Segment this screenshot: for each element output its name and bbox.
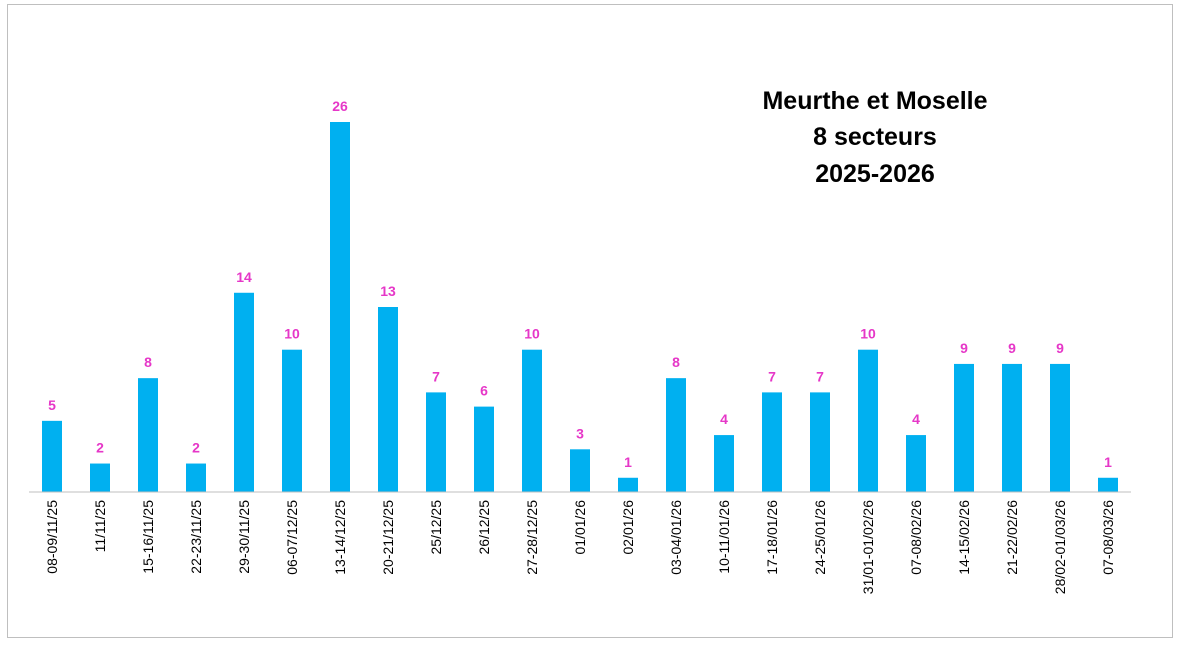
x-tick-label-7: 20-21/12/25	[380, 500, 396, 575]
value-label-0: 5	[48, 397, 56, 413]
bar-14	[714, 435, 734, 492]
bar-13	[666, 378, 686, 492]
x-tick-label-22: 07-08/03/26	[1100, 500, 1116, 575]
value-labels-group: 5 2 8 2 14 10 26 13 7 6 10 3 1 8 4 7 7 10 4 9 9 9 1	[48, 98, 1112, 470]
value-label-11: 3	[576, 425, 584, 441]
value-label-16: 7	[816, 368, 824, 384]
x-tick-label-8: 25/12/25	[428, 500, 444, 555]
bar-7	[378, 307, 398, 492]
bars-group	[42, 122, 1118, 492]
x-tick-label-18: 07-08/02/26	[908, 500, 924, 575]
bar-18	[906, 435, 926, 492]
value-label-6: 26	[332, 98, 348, 114]
bar-5	[282, 349, 302, 492]
bar-0	[42, 420, 62, 492]
x-tick-label-16: 24-25/01/26	[812, 500, 828, 575]
bar-17	[858, 349, 878, 492]
chart-title: Meurthe et Moselle 8 secteurs 2025-2026	[762, 87, 987, 188]
x-tick-labels-group: 08-09/11/25 11/11/25 15-16/11/25 22-23/11/2…	[44, 500, 1116, 594]
bar-20	[1002, 363, 1022, 492]
x-tick-label-6: 13-14/12/25	[332, 500, 348, 575]
value-label-2: 8	[144, 354, 152, 370]
x-tick-label-13: 03-04/01/26	[668, 500, 684, 575]
value-label-7: 13	[380, 283, 396, 299]
value-label-20: 9	[1008, 340, 1016, 356]
value-label-17: 10	[860, 326, 876, 342]
value-label-10: 10	[524, 326, 540, 342]
value-label-12: 1	[624, 454, 632, 470]
value-label-22: 1	[1104, 454, 1112, 470]
value-label-19: 9	[960, 340, 968, 356]
value-label-1: 2	[96, 440, 104, 456]
x-tick-label-5: 06-07/12/25	[284, 500, 300, 575]
bar-2	[138, 378, 158, 492]
value-label-15: 7	[768, 368, 776, 384]
value-label-4: 14	[236, 269, 252, 285]
x-tick-label-11: 01/01/26	[572, 500, 588, 555]
x-tick-label-9: 26/12/25	[476, 500, 492, 555]
title-line-1: Meurthe et Moselle	[762, 87, 987, 115]
value-label-3: 2	[192, 440, 200, 456]
value-label-13: 8	[672, 354, 680, 370]
value-label-9: 6	[480, 383, 488, 399]
x-tick-label-10: 27-28/12/25	[524, 500, 540, 575]
x-tick-label-14: 10-11/01/26	[716, 500, 732, 574]
x-tick-label-3: 22-23/11/25	[188, 500, 204, 574]
bar-9	[474, 406, 494, 492]
bar-15	[762, 392, 782, 492]
bar-16	[810, 392, 830, 492]
value-label-14: 4	[720, 411, 728, 427]
bar-19	[954, 363, 974, 492]
x-tick-label-12: 02/01/26	[620, 500, 636, 555]
value-label-5: 10	[284, 326, 300, 342]
title-line-2: 8 secteurs	[813, 123, 937, 151]
bar-1	[90, 463, 110, 492]
bar-8	[426, 392, 446, 492]
bar-10	[522, 349, 542, 492]
chart-frame	[7, 4, 1173, 638]
title-line-3: 2025-2026	[815, 160, 935, 188]
x-tick-label-0: 08-09/11/25	[44, 500, 60, 574]
bar-3	[186, 463, 206, 492]
bar-12	[618, 477, 638, 492]
value-label-8: 7	[432, 368, 440, 384]
bar-21	[1050, 363, 1070, 492]
x-tick-label-21: 28/02-01/03/26	[1052, 500, 1068, 594]
x-tick-label-4: 29-30/11/25	[236, 500, 252, 574]
x-tick-label-19: 14-15/02/26	[956, 500, 972, 575]
bar-11	[570, 449, 590, 492]
bar-22	[1098, 477, 1118, 492]
x-tick-label-15: 17-18/01/26	[764, 500, 780, 575]
value-label-18: 4	[912, 411, 920, 427]
bar-6	[330, 122, 350, 492]
value-label-21: 9	[1056, 340, 1064, 356]
bar-4	[234, 292, 254, 492]
x-tick-label-2: 15-16/11/25	[140, 500, 156, 574]
x-tick-label-20: 21-22/02/26	[1004, 500, 1020, 575]
x-tick-label-17: 31/01-01/02/26	[860, 500, 876, 594]
x-tick-label-1: 11/11/25	[92, 500, 108, 553]
